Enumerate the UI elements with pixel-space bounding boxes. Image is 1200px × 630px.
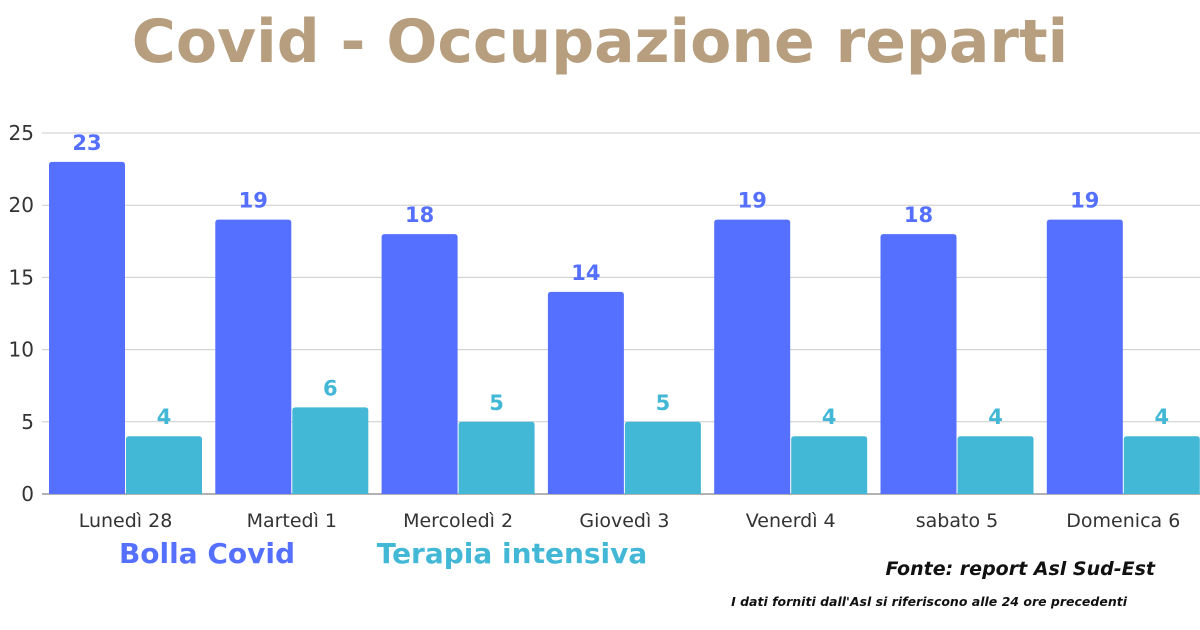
data-label: 4 [822, 405, 837, 429]
chart-title: Covid - Occupazione reparti [132, 7, 1068, 77]
data-label: 4 [157, 405, 172, 429]
data-label: 4 [1154, 405, 1169, 429]
data-label: 18 [904, 203, 933, 227]
y-tick-label: 5 [21, 410, 34, 434]
y-tick-label: 15 [9, 265, 34, 289]
data-label: 14 [571, 261, 600, 285]
bar-layer [49, 161, 1200, 494]
bar-bolla-covid [215, 219, 292, 494]
bar-terapia-intensiva [791, 436, 868, 494]
x-tick-label: Venerdì 4 [746, 510, 836, 532]
x-tick-label: Giovedì 3 [579, 510, 669, 532]
data-label: 6 [323, 376, 338, 400]
y-tick-label: 10 [9, 338, 34, 362]
bar-bolla-covid [880, 234, 957, 494]
axis-layer: 0 5 10 15 20 25 Lunedì 28 Martedì 1 Mercoledì 2 G… [9, 121, 1181, 532]
legend-item: Bolla Covid [119, 537, 295, 570]
bar-bolla-covid [1046, 219, 1123, 494]
data-label: 5 [656, 391, 671, 415]
y-tick-label: 20 [9, 193, 34, 217]
label-layer: 23 4 19 6 18 5 14 5 19 4 18 4 19 4 [72, 131, 1169, 429]
legend: Bolla Covid Terapia intensiva [119, 537, 647, 570]
bar-bolla-covid [714, 219, 791, 494]
legend-item: Terapia intensiva [377, 537, 648, 570]
x-tick-label: Lunedì 28 [79, 510, 173, 532]
bar-bolla-covid [381, 234, 458, 494]
source-label: Fonte: report Asl Sud-Est [886, 558, 1156, 580]
footnote-label: I dati forniti dall'Asl si riferiscono a… [731, 594, 1128, 609]
x-tick-label: Domenica 6 [1066, 510, 1180, 532]
bar-terapia-intensiva [624, 421, 701, 494]
data-label: 19 [1070, 189, 1099, 213]
y-tick-label: 0 [21, 482, 34, 506]
bar-bolla-covid [49, 161, 125, 494]
bar-terapia-intensiva [458, 421, 535, 494]
x-tick-label: Mercoledì 2 [403, 510, 513, 532]
data-label: 19 [239, 189, 268, 213]
bar-bolla-covid [547, 291, 624, 494]
data-label: 19 [738, 189, 767, 213]
y-tick-label: 25 [9, 121, 34, 145]
x-tick-label: sabato 5 [916, 510, 998, 532]
data-label: 18 [405, 203, 434, 227]
bar-terapia-intensiva [1123, 436, 1200, 494]
data-label: 23 [72, 131, 101, 155]
data-label: 5 [489, 391, 504, 415]
data-label: 4 [988, 405, 1003, 429]
bar-terapia-intensiva [292, 407, 369, 494]
x-tick-label: Martedì 1 [247, 510, 337, 532]
bar-terapia-intensiva [126, 436, 202, 494]
bar-terapia-intensiva [957, 436, 1034, 494]
